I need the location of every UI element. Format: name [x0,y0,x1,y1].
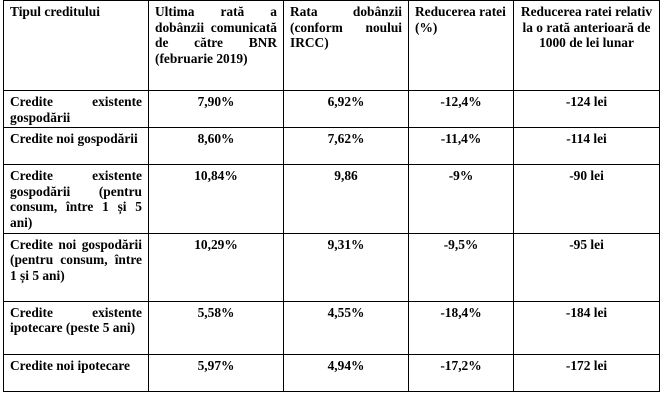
interest-rate-table: Tipul creditului Ultima rată a dobânzii … [3,0,660,392]
header-last-rate: Ultima rată a dobânzii comunicată de căt… [148,0,284,91]
table-row: Credite noi gospodării (pentru consum, î… [3,232,660,302]
new-rate-cell: 4,94% [283,353,409,392]
credit-type-cell: Credite existente gospodării (pentru con… [3,164,149,234]
credit-type-cell: Credite noi gospodării (pentru consum, î… [3,232,149,302]
credit-type-cell: Credite noi gospodării [3,127,149,166]
table-row: Credite existente gospodării (pentru con… [3,164,660,234]
reduction-lei-cell: -172 lei [513,353,660,392]
table-row: Credite noi gospodării 8,60% 7,62% -11,4… [3,127,660,166]
table-row: Credite existente gospodării 7,90% 6,92%… [3,89,660,129]
reduction-pct-cell: -17,2% [408,353,514,392]
new-rate-cell: 7,62% [283,127,409,166]
reduction-pct-cell: -11,4% [408,127,514,166]
last-rate-cell: 10,84% [148,164,284,234]
reduction-lei-cell: -114 lei [513,127,660,166]
reduction-lei-cell: -124 lei [513,89,660,129]
reduction-pct-cell: -9% [408,164,514,234]
new-rate-cell: 9,86 [283,164,409,234]
last-rate-cell: 8,60% [148,127,284,166]
credit-type-cell: Credite existente ipotecare (peste 5 ani… [3,300,149,355]
reduction-pct-cell: -12,4% [408,89,514,129]
header-reduction-pct: Reducerea ratei (%) [408,0,514,91]
credit-type-cell: Credite existente gospodării [3,89,149,129]
header-new-rate: Rata dobânzii (conform noului IRCC) [283,0,409,91]
reduction-pct-cell: -18,4% [408,300,514,355]
last-rate-cell: 5,97% [148,353,284,392]
new-rate-cell: 6,92% [283,89,409,129]
last-rate-cell: 5,58% [148,300,284,355]
header-credit-type: Tipul creditului [3,0,149,91]
table-row: Credite existente ipotecare (peste 5 ani… [3,300,660,355]
credit-type-cell: Credite noi ipotecare [3,353,149,392]
reduction-lei-cell: -90 lei [513,164,660,234]
header-reduction-lei: Reducerea ratei relativ la o rată anteri… [513,0,660,91]
reduction-lei-cell: -184 lei [513,300,660,355]
header-row: Tipul creditului Ultima rată a dobânzii … [3,0,660,91]
new-rate-cell: 4,55% [283,300,409,355]
reduction-pct-cell: -9,5% [408,232,514,302]
reduction-lei-cell: -95 lei [513,232,660,302]
new-rate-cell: 9,31% [283,232,409,302]
last-rate-cell: 10,29% [148,232,284,302]
table-row: Credite noi ipotecare 5,97% 4,94% -17,2%… [3,353,660,392]
last-rate-cell: 7,90% [148,89,284,129]
